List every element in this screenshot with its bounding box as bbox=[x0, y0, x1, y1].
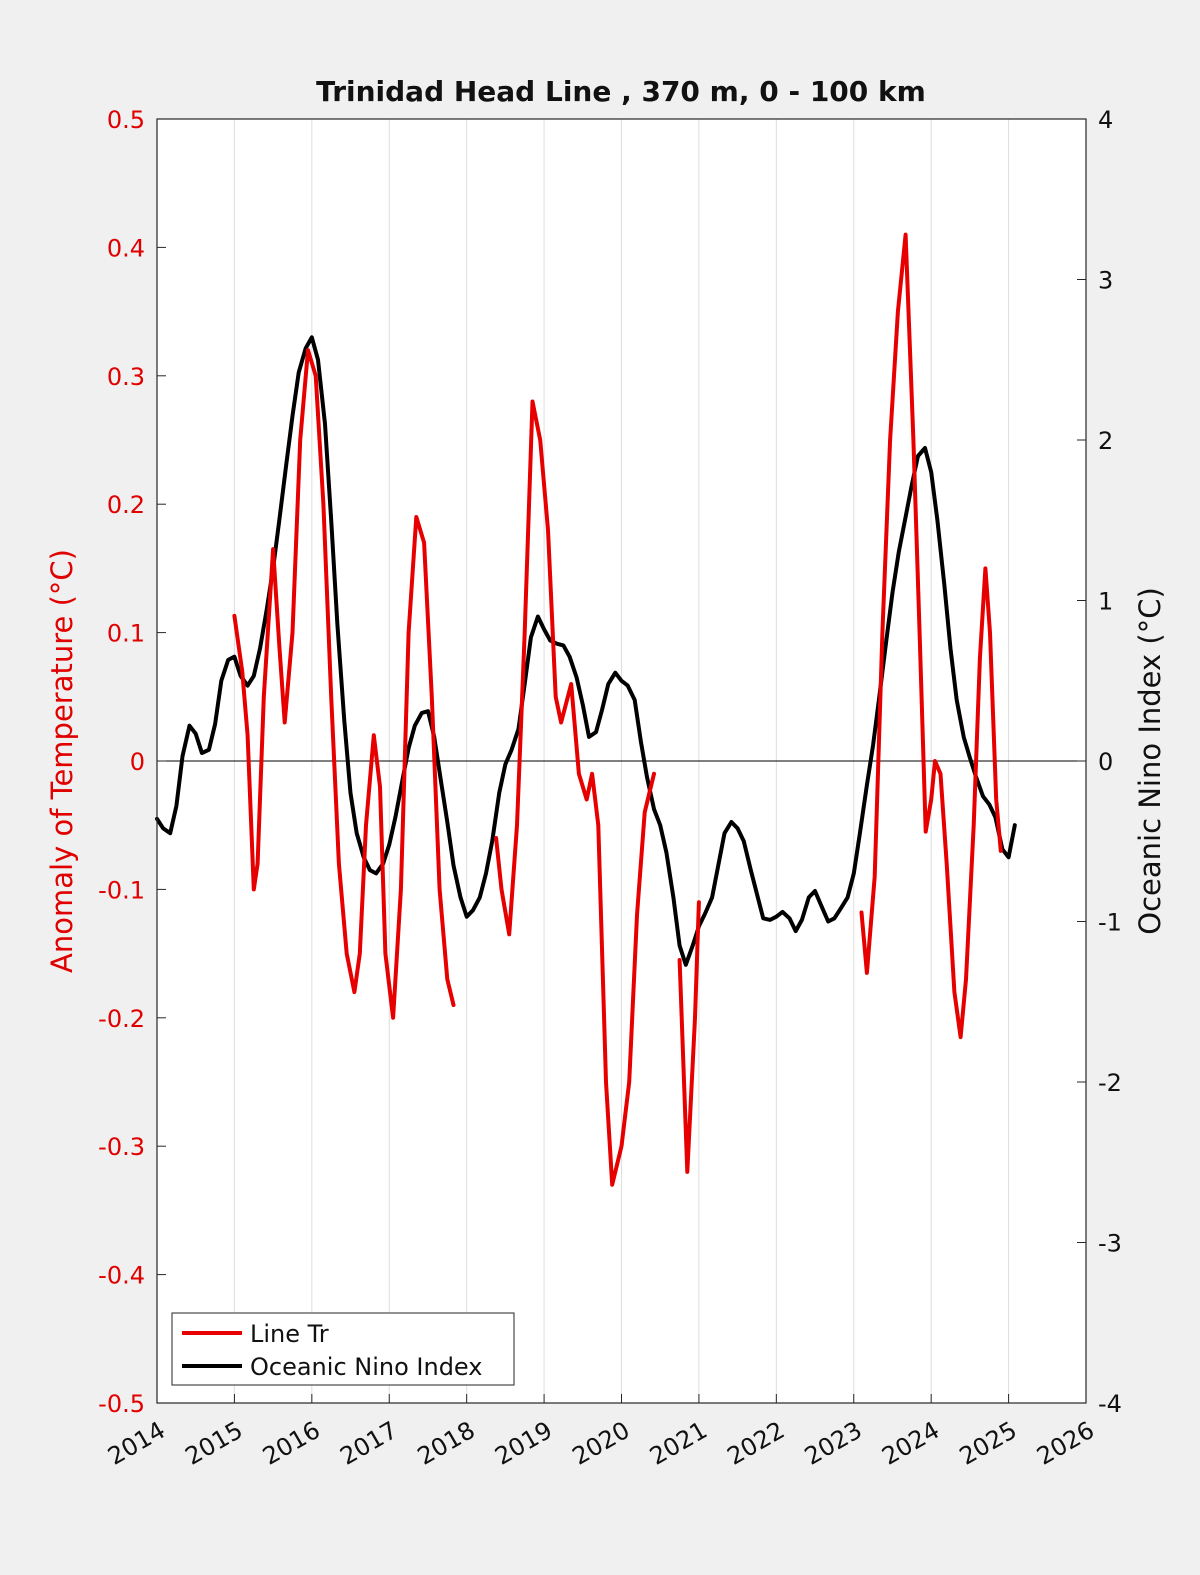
left-tick-label: -0.2 bbox=[98, 1005, 145, 1033]
legend: Line Tr Oceanic Nino Index bbox=[171, 1312, 515, 1386]
series-line-tr-segment bbox=[494, 399, 656, 1187]
left-tick-label: -0.3 bbox=[98, 1133, 145, 1161]
left-tick-label: 0.1 bbox=[107, 620, 145, 648]
series-oni-segment bbox=[155, 335, 1017, 967]
legend-label-line-tr: Line Tr bbox=[250, 1320, 329, 1348]
left-tick-label: 0 bbox=[130, 748, 145, 776]
right-tick-label: 2 bbox=[1098, 427, 1113, 455]
left-axis-ticks: 0.5 0.4 0.3 0.2 0.1 0 -0.1 -0.2 -0.3 -0.4 -0.5 bbox=[98, 106, 145, 1418]
right-tick-label: 3 bbox=[1098, 267, 1113, 295]
legend-label-oni: Oceanic Nino Index bbox=[250, 1353, 482, 1381]
left-tick-label: -0.1 bbox=[98, 876, 145, 904]
series-line-tr-segment bbox=[677, 900, 701, 1174]
right-tick-label: 4 bbox=[1098, 106, 1113, 134]
series-layer bbox=[155, 232, 1017, 1187]
right-tick-label: 1 bbox=[1098, 588, 1113, 616]
left-tick-label: -0.5 bbox=[98, 1390, 145, 1418]
right-tick-label: -3 bbox=[1098, 1230, 1122, 1258]
chart-title: Trinidad Head Line , 370 m, 0 - 100 km bbox=[316, 75, 926, 108]
left-tick-label: 0.3 bbox=[107, 363, 145, 391]
series-line-tr-segment bbox=[232, 348, 456, 1020]
left-tick-label: 0.5 bbox=[107, 106, 145, 134]
legend-box bbox=[171, 1312, 515, 1386]
series-line-tr-segment bbox=[859, 232, 1003, 1040]
right-tick-label: 0 bbox=[1098, 748, 1113, 776]
right-axis-ticks: 4 3 2 1 0 -1 -2 -3 -4 bbox=[1098, 106, 1122, 1418]
left-tick-label: 0.4 bbox=[107, 234, 145, 262]
left-tick-label: -0.4 bbox=[98, 1262, 145, 1290]
left-tick-label: 0.2 bbox=[107, 491, 145, 519]
left-axis-label: Anomaly of Temperature (°C) bbox=[45, 549, 79, 973]
right-tick-label: -2 bbox=[1098, 1069, 1122, 1097]
right-tick-label: -4 bbox=[1098, 1390, 1122, 1418]
right-tick-label: -1 bbox=[1098, 909, 1122, 937]
right-axis-label: Oceanic Nino Index (°C) bbox=[1133, 587, 1167, 935]
tick-marks bbox=[156, 118, 1087, 1404]
